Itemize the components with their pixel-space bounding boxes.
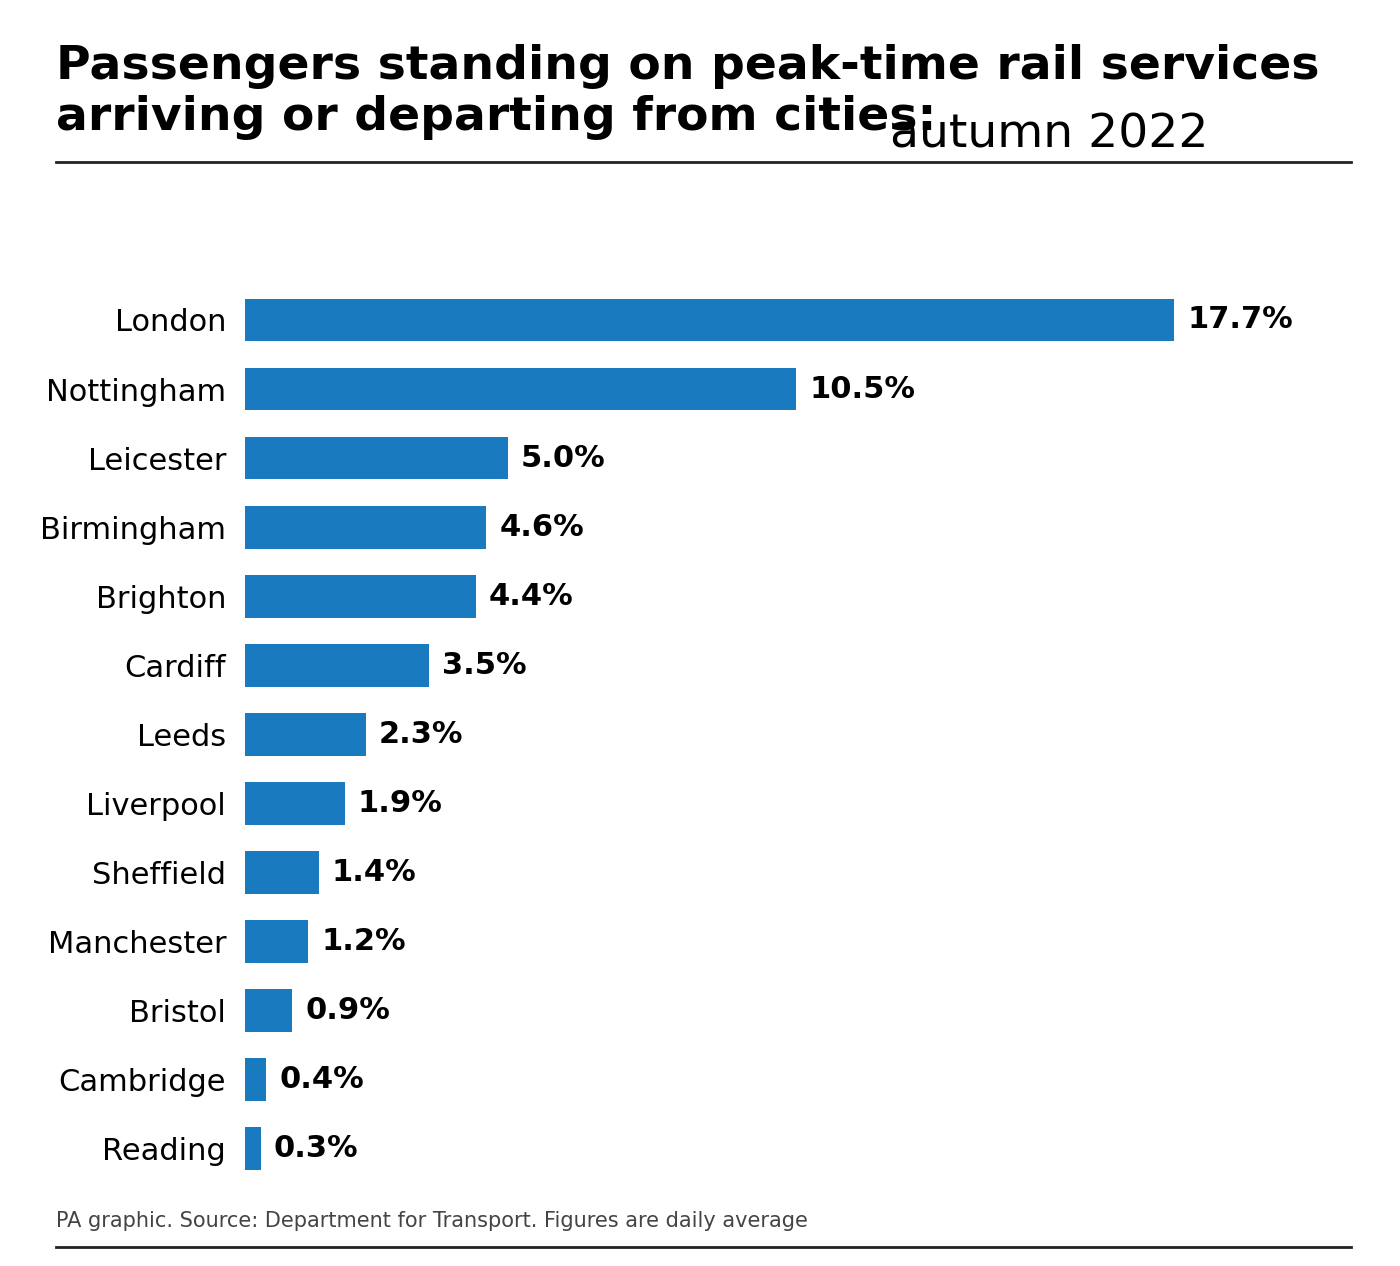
Bar [245, 437, 507, 480]
Text: 10.5%: 10.5% [809, 375, 916, 404]
Text: 0.9%: 0.9% [305, 996, 391, 1025]
Bar [245, 644, 428, 686]
Text: 3.5%: 3.5% [442, 651, 526, 680]
Text: Passengers standing on peak-time rail services
arriving or departing from cities: Passengers standing on peak-time rail se… [56, 44, 1319, 139]
Text: 2.3%: 2.3% [379, 720, 463, 748]
Bar [245, 920, 308, 963]
Text: 4.6%: 4.6% [500, 513, 584, 542]
Bar [245, 989, 293, 1032]
Bar [245, 1127, 260, 1170]
Text: 1.2%: 1.2% [321, 927, 406, 956]
Bar [245, 851, 319, 894]
Bar [245, 575, 476, 618]
Text: 4.4%: 4.4% [489, 581, 574, 610]
Text: 5.0%: 5.0% [521, 443, 605, 472]
Bar [245, 367, 797, 410]
Text: 0.4%: 0.4% [279, 1065, 364, 1094]
Text: autumn 2022: autumn 2022 [875, 113, 1208, 158]
Text: 17.7%: 17.7% [1187, 305, 1294, 334]
Bar [245, 505, 487, 548]
Text: 0.3%: 0.3% [274, 1134, 358, 1163]
Bar [245, 782, 344, 824]
Text: PA graphic. Source: Department for Transport. Figures are daily average: PA graphic. Source: Department for Trans… [56, 1210, 808, 1231]
Bar [245, 713, 365, 756]
Text: 1.4%: 1.4% [332, 858, 416, 887]
Bar [245, 299, 1175, 342]
Bar [245, 1058, 266, 1101]
Text: 1.9%: 1.9% [358, 789, 442, 818]
